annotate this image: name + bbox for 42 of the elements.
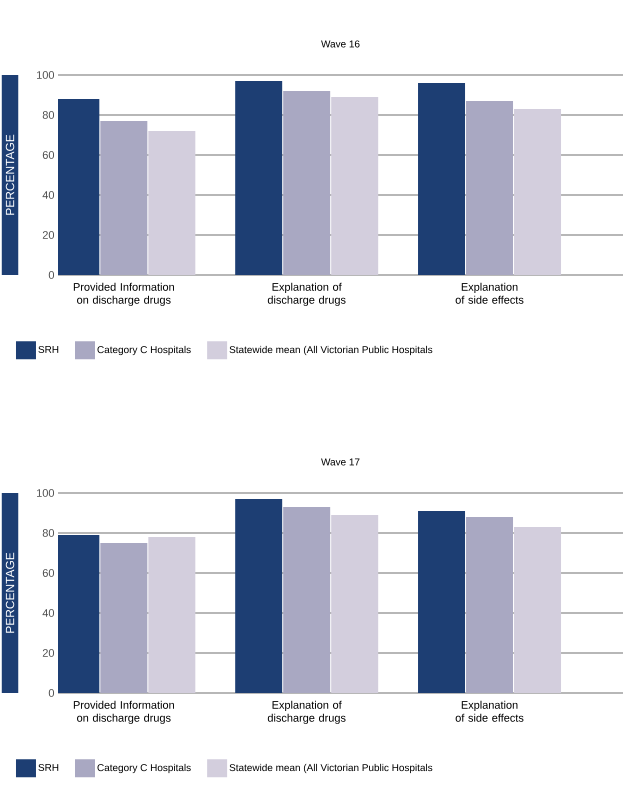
y-tick-label: 80 bbox=[42, 529, 54, 537]
legend-label: Category C Hospitals bbox=[98, 764, 191, 774]
x-tick-label: Provided Information on discharge drugs bbox=[74, 700, 174, 724]
bar bbox=[418, 82, 466, 275]
y-tick-label: 20 bbox=[42, 231, 54, 239]
chart-title: Wave 16 bbox=[321, 40, 360, 48]
bar bbox=[283, 507, 330, 693]
y-tick-label: 0 bbox=[48, 271, 54, 279]
x-tick-label: Provided Information on discharge drugs bbox=[74, 282, 174, 306]
y-tick-label: 0 bbox=[48, 689, 54, 697]
bar bbox=[466, 517, 514, 693]
y-tick-label: 60 bbox=[42, 151, 54, 159]
legend-label: SRH bbox=[38, 346, 58, 354]
bar bbox=[331, 515, 378, 693]
y-axis-title: PERCENTAGE bbox=[6, 552, 14, 633]
y-axis-title: PERCENTAGE bbox=[6, 134, 14, 215]
bar bbox=[283, 90, 330, 275]
y-tick-label: 100 bbox=[37, 489, 54, 497]
x-tick-label: Explanation of discharge drugs bbox=[268, 282, 346, 306]
legend-label: Category C Hospitals bbox=[98, 346, 191, 356]
y-tick-label: 80 bbox=[42, 111, 54, 119]
bar bbox=[514, 108, 562, 275]
legend-label: SRH bbox=[38, 764, 58, 772]
bar bbox=[148, 130, 196, 275]
legend-label: Statewide mean (All Victorian Public Hospitals bbox=[230, 764, 432, 774]
bar bbox=[235, 499, 282, 693]
x-tick-label: Explanation of discharge drugs bbox=[268, 700, 346, 724]
x-tick-label: Explanation of side effects bbox=[456, 282, 524, 304]
y-tick-label: 40 bbox=[42, 191, 54, 199]
y-tick-label: 20 bbox=[42, 649, 54, 657]
chart-title: Wave 17 bbox=[321, 458, 360, 466]
y-tick-label: 40 bbox=[42, 609, 54, 617]
y-tick-label: 60 bbox=[42, 569, 54, 577]
bar bbox=[148, 537, 196, 693]
bar bbox=[331, 96, 378, 275]
y-tick-label: 100 bbox=[37, 71, 54, 79]
bar bbox=[418, 511, 466, 693]
legend-label: Statewide mean (All Victorian Public Hospitals bbox=[230, 346, 432, 356]
x-tick-label: Explanation of side effects bbox=[456, 700, 524, 722]
bar bbox=[466, 100, 514, 275]
bar bbox=[235, 80, 282, 275]
bar bbox=[514, 527, 562, 693]
